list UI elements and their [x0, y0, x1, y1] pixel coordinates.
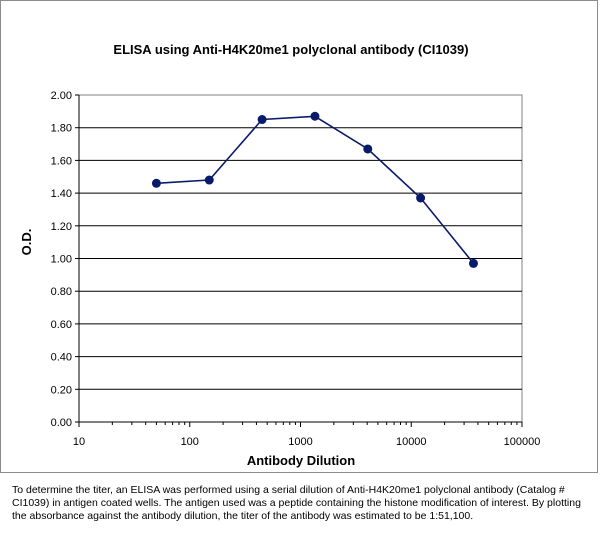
y-tick-label: 1.60: [51, 155, 72, 167]
y-tick-label: 1.80: [51, 123, 72, 135]
data-point: [204, 175, 214, 185]
x-tick-label: 100: [181, 436, 199, 448]
data-point: [310, 111, 320, 121]
chart-frame: ELISA using Anti-H4K20me1 polyclonal ant…: [0, 0, 598, 473]
y-axis-label: O.D.: [19, 229, 34, 256]
y-tick-label: 1.40: [51, 188, 72, 200]
y-tick-label: 0.20: [51, 384, 72, 396]
y-tick-label: 1.20: [51, 221, 72, 233]
data-point: [257, 115, 267, 125]
data-point: [151, 178, 161, 188]
x-tick-label: 1000: [288, 436, 312, 448]
x-tick-label: 10: [73, 436, 85, 448]
y-tick-label: 2.00: [51, 90, 72, 102]
y-tick-label: 0.40: [51, 352, 72, 364]
data-point: [363, 144, 373, 154]
x-tick-label: 100000: [504, 436, 541, 448]
y-tick-label: 1.00: [51, 254, 72, 266]
data-point: [416, 193, 426, 203]
y-tick-label: 0.60: [51, 319, 72, 331]
elisa-chart: ELISA using Anti-H4K20me1 polyclonal ant…: [19, 42, 541, 468]
y-tick-label: 0.80: [51, 286, 72, 298]
x-tick-label: 10000: [396, 436, 427, 448]
figure-caption: To determine the titer, an ELISA was per…: [12, 484, 581, 522]
chart-title: ELISA using Anti-H4K20me1 polyclonal ant…: [113, 42, 468, 57]
data-point: [468, 258, 478, 268]
y-tick-label: 0.00: [51, 417, 72, 429]
x-axis-label: Antibody Dilution: [247, 453, 355, 468]
